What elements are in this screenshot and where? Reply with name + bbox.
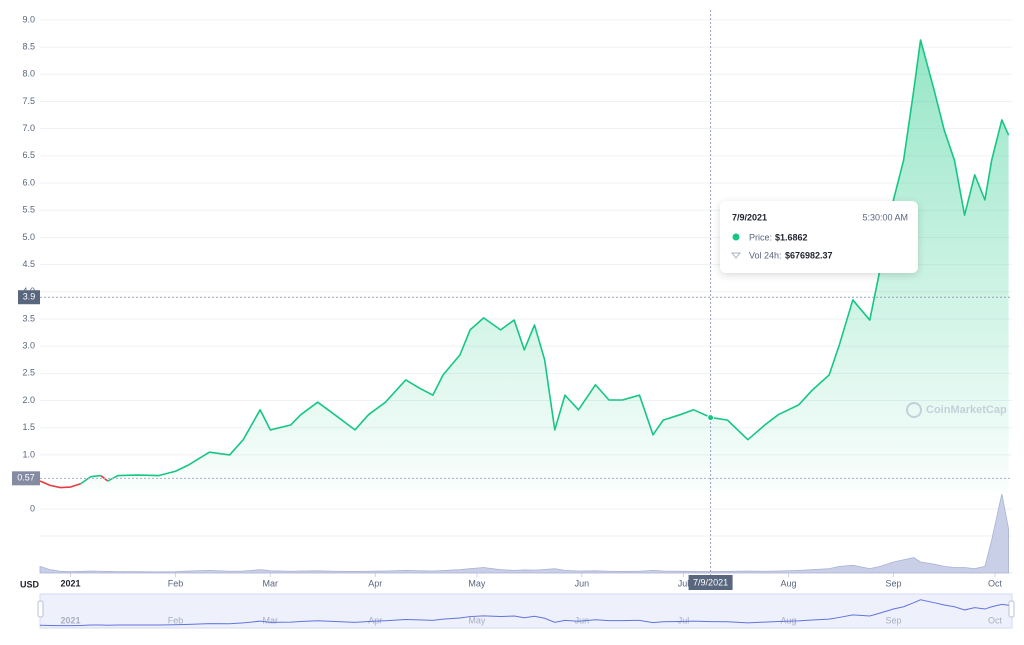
navigator-tick-label: Jul bbox=[678, 615, 690, 625]
x-tick-label: Mar bbox=[263, 578, 279, 588]
x-tick-label: Sep bbox=[885, 578, 901, 588]
navigator-bg bbox=[39, 593, 1013, 629]
y-tick-label: 2.5 bbox=[22, 368, 35, 378]
tooltip-volume-label: Vol 24h: bbox=[749, 250, 782, 260]
reference-label-bg bbox=[12, 471, 40, 486]
price-line bbox=[107, 39, 1010, 482]
tooltip-box bbox=[720, 201, 918, 273]
x-tick-label: Apr bbox=[368, 578, 382, 588]
y-tick-label: 8.0 bbox=[22, 69, 35, 79]
navigator-tick-label: Apr bbox=[368, 615, 382, 625]
y-tick-label: 7.5 bbox=[22, 96, 35, 106]
price-line bbox=[39, 480, 81, 489]
tooltip-price-dot bbox=[732, 233, 740, 241]
price-area bbox=[40, 39, 1009, 494]
navigator-tick-label: Sep bbox=[885, 615, 901, 625]
x-tick-label: Jul bbox=[678, 578, 690, 588]
navigator-tick-label: Aug bbox=[780, 615, 796, 625]
navigator-tick-label: 2021 bbox=[60, 615, 80, 625]
crosshair-x-label-bg bbox=[688, 575, 733, 590]
marks bbox=[39, 39, 1010, 574]
y-tick-label: 8.5 bbox=[22, 41, 35, 51]
tooltip-volume: $676982.37 bbox=[785, 250, 833, 260]
navigator-line bbox=[39, 599, 1009, 627]
volume-axis-label: 0 bbox=[30, 503, 35, 513]
x-tick-label: May bbox=[468, 578, 486, 588]
tooltip-price: $1.6862 bbox=[775, 232, 808, 242]
y-tick-label: 2.0 bbox=[22, 395, 35, 405]
navigator-tick-label: Feb bbox=[168, 615, 184, 625]
navigator-handle[interactable] bbox=[1008, 600, 1015, 618]
tooltip-volume-icon bbox=[730, 252, 742, 259]
y-tick-label: 1.5 bbox=[22, 422, 35, 432]
volume-area bbox=[39, 493, 1010, 574]
x-tick-label: Jun bbox=[575, 578, 590, 588]
overlay: 0.57 3.9 7/9/2021 bbox=[12, 10, 1012, 590]
reference-label: 0.57 bbox=[17, 473, 35, 483]
tooltip-date: 7/9/2021 bbox=[732, 212, 767, 222]
crosshair-y-label: 3.9 bbox=[23, 292, 36, 302]
x-tick-label: Feb bbox=[168, 578, 184, 588]
hover-point bbox=[707, 414, 715, 422]
navigator-handle[interactable] bbox=[37, 600, 44, 618]
y-tick-label: 1.0 bbox=[22, 449, 35, 459]
tooltip-time: 5:30:00 AM bbox=[862, 212, 908, 222]
navigator-tick-label: Mar bbox=[263, 615, 279, 625]
watermark-text: CoinMarketCap bbox=[926, 404, 1007, 416]
tooltip-price-label: Price: bbox=[749, 232, 772, 242]
x-tick-label: Aug bbox=[780, 578, 796, 588]
y-tick-label: 4.5 bbox=[22, 259, 35, 269]
currency-label: USD bbox=[20, 579, 40, 589]
volume-panel: 0 bbox=[30, 503, 1012, 574]
navigator-tick-label: Jun bbox=[575, 615, 590, 625]
crosshair-y-label-bg bbox=[18, 290, 40, 305]
navigator: 2021 Feb Mar Apr May Jun Jul Aug Sep Oct bbox=[37, 593, 1015, 629]
watermark: CoinMarketCap bbox=[906, 402, 1007, 418]
y-tick-label: 5.0 bbox=[22, 232, 35, 242]
y-tick-label: 3.5 bbox=[22, 313, 35, 323]
grid: 1.01.52.02.53.03.54.04.55.05.56.06.57.07… bbox=[22, 14, 1012, 588]
y-tick-label: 6.5 bbox=[22, 150, 35, 160]
navigator-tick-label: Oct bbox=[988, 615, 1003, 625]
navigator-tick-label: May bbox=[468, 615, 486, 625]
price-line bbox=[80, 474, 102, 485]
x-tick-label: Oct bbox=[988, 578, 1003, 588]
x-tick-label: 2021 bbox=[60, 578, 80, 588]
y-tick-label: 7.0 bbox=[22, 123, 35, 133]
y-tick-label: 9.0 bbox=[22, 14, 35, 24]
y-tick-label: 3.0 bbox=[22, 341, 35, 351]
watermark-logo bbox=[906, 402, 922, 418]
tooltip: 7/9/2021 5:30:00 AM Price: $1.6862 Vol 2… bbox=[720, 201, 918, 273]
y-tick-label: 6.0 bbox=[22, 177, 35, 187]
crosshair-x-label: 7/9/2021 bbox=[693, 577, 728, 587]
y-tick-label: 5.5 bbox=[22, 205, 35, 215]
